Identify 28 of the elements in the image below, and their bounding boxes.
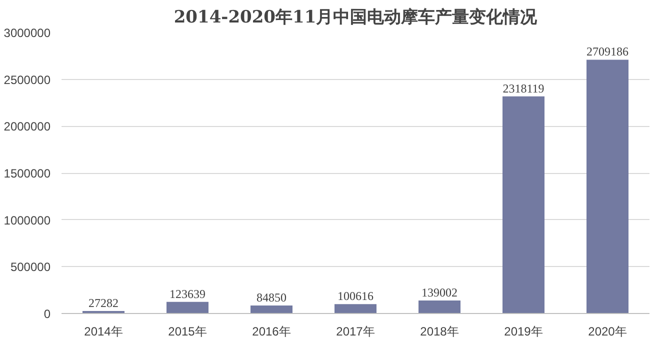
data-label: 139002: [422, 285, 458, 300]
bar: [250, 306, 292, 314]
x-tick-label: 2017年: [336, 324, 375, 338]
y-tick-label: 0: [44, 307, 51, 321]
bar: [418, 300, 460, 314]
x-tick-label: 2018年: [420, 324, 459, 338]
x-tick-label: 2015年: [168, 324, 207, 338]
bar: [166, 302, 208, 314]
y-tick-label: 2000000: [4, 120, 51, 134]
bar: [334, 304, 376, 314]
x-tick-label: 2016年: [252, 324, 291, 338]
data-label: 27282: [88, 296, 118, 310]
bar: [586, 60, 628, 314]
y-tick-label: 1500000: [4, 166, 51, 180]
x-tick-label: 2020年: [588, 324, 627, 338]
data-label: 2709186: [586, 44, 628, 59]
bar: [502, 96, 544, 314]
y-tick-label: 500000: [10, 260, 51, 274]
data-label: 123639: [170, 286, 206, 301]
x-tick-label: 2014年: [84, 324, 123, 338]
y-tick-label: 3000000: [4, 26, 51, 40]
data-label: 84850: [256, 290, 286, 305]
y-tick-label: 1000000: [4, 213, 51, 228]
chart-title: 2014-2020年11月中国电动摩车产量变化情况: [174, 8, 538, 28]
y-tick-label: 2500000: [4, 72, 51, 87]
x-tick-label: 2019年: [504, 324, 543, 338]
data-label: 2318119: [502, 81, 544, 96]
data-label: 100616: [338, 289, 374, 304]
